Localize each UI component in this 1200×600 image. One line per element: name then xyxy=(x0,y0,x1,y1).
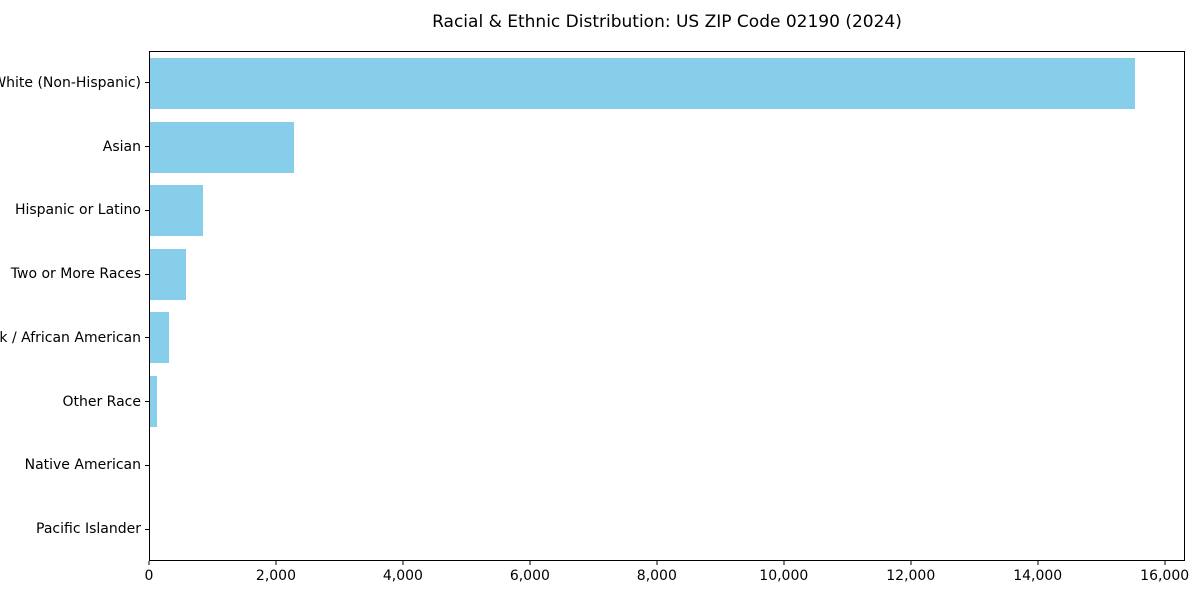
bar-other-race xyxy=(150,375,157,427)
y-axis-label-two-or-more-races: Two or More Races xyxy=(10,266,141,283)
bar-row xyxy=(150,179,1184,243)
bar-white-non-hispanic xyxy=(150,58,1136,110)
bar-row xyxy=(150,433,1184,497)
bar-row xyxy=(150,243,1184,307)
y-axis-row: Black / African American xyxy=(0,306,149,370)
y-axis-tick xyxy=(145,464,149,466)
x-axis-tick xyxy=(783,561,785,565)
bar-two-or-more-races xyxy=(150,248,187,300)
x-axis-tick xyxy=(656,561,658,565)
y-axis-row: White (Non-Hispanic) xyxy=(0,51,149,115)
y-axis-row: Pacific Islander xyxy=(0,497,149,561)
y-axis-label-white-non-hispanic: White (Non-Hispanic) xyxy=(0,74,141,91)
bar-row xyxy=(150,370,1184,434)
bar-row xyxy=(150,52,1184,116)
y-axis-label-other-race: Other Race xyxy=(62,393,141,410)
y-axis-label-black-african-american: Black / African American xyxy=(0,329,141,346)
y-axis-tick xyxy=(145,273,149,275)
x-axis-tick xyxy=(1164,561,1166,565)
x-axis-tick xyxy=(275,561,277,565)
x-axis-tick xyxy=(402,561,404,565)
x-axis-tick xyxy=(910,561,912,565)
x-axis-tick-label: 6,000 xyxy=(509,568,550,584)
y-axis-label-pacific-islander: Pacific Islander xyxy=(36,521,141,538)
y-axis-tick xyxy=(145,337,149,339)
y-axis-row: Asian xyxy=(0,115,149,179)
x-axis-tick-label: 10,000 xyxy=(759,568,809,584)
y-axis-tick xyxy=(145,528,149,530)
y-axis-label-native-american: Native American xyxy=(24,457,141,474)
plot-area xyxy=(149,51,1185,561)
y-axis-tick xyxy=(145,209,149,211)
bar-series xyxy=(150,52,1184,560)
x-axis-tick-label: 16,000 xyxy=(1140,568,1190,584)
bar-black-african-american xyxy=(150,312,169,364)
chart-title: Racial & Ethnic Distribution: US ZIP Cod… xyxy=(432,12,902,32)
y-axis-row: Two or More Races xyxy=(0,242,149,306)
y-axis-row: Other Race xyxy=(0,370,149,434)
x-axis-tick-label: 2,000 xyxy=(255,568,296,584)
y-axis-tick xyxy=(145,401,149,403)
y-axis: White (Non-Hispanic) Asian Hispanic or Lat… xyxy=(0,51,149,561)
bar-asian xyxy=(150,121,294,173)
x-axis: 0 2,000 4,000 6,000 8,000 10,000 12,000 14,000 1… xyxy=(145,561,1189,591)
x-axis-tick xyxy=(529,561,531,565)
bar-row xyxy=(150,116,1184,180)
x-axis-tick xyxy=(1037,561,1039,565)
y-axis-tick xyxy=(145,146,149,148)
y-axis-row: Hispanic or Latino xyxy=(0,179,149,243)
y-axis-label-asian: Asian xyxy=(102,138,141,155)
x-axis-tick-label: 0 xyxy=(144,568,154,584)
bar-row xyxy=(150,497,1184,561)
x-axis-tick-label: 12,000 xyxy=(886,568,936,584)
x-axis-tick-label: 4,000 xyxy=(382,568,423,584)
y-axis-label-hispanic-or-latino: Hispanic or Latino xyxy=(14,202,141,219)
x-axis-tick-label: 8,000 xyxy=(636,568,677,584)
y-axis-tick xyxy=(145,82,149,84)
y-axis-row: Native American xyxy=(0,434,149,498)
bar-hispanic-or-latino xyxy=(150,185,203,237)
x-axis-tick-label: 14,000 xyxy=(1013,568,1063,584)
x-axis-tick xyxy=(148,561,150,565)
bar-row xyxy=(150,306,1184,370)
